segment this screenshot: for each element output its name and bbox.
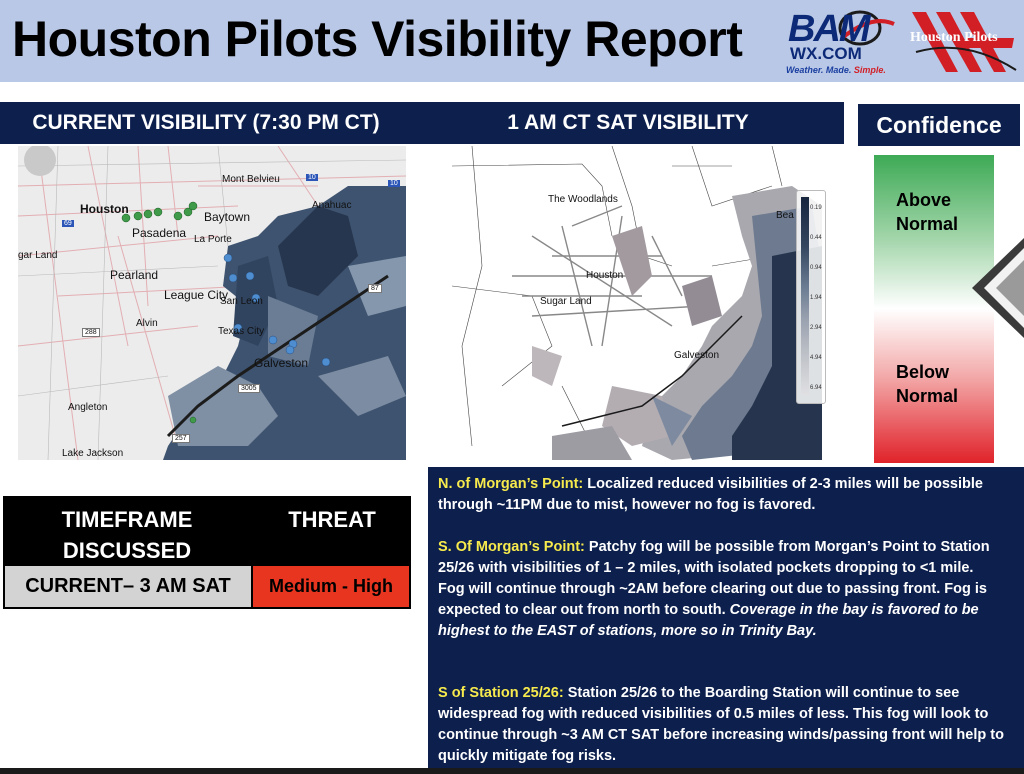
confidence-pointer-arrow-icon: [966, 238, 1024, 338]
map-label-lake-jackson: Lake Jackson: [62, 448, 124, 459]
forecast-label-houston: Houston: [586, 270, 624, 281]
highway-shield-i10-east: 10: [306, 174, 318, 181]
map-label-pasadena: Pasadena: [132, 226, 187, 240]
confidence-below-line2: Normal: [896, 386, 959, 406]
houston-pilots-logo: Houston Pilots: [906, 8, 1018, 76]
map-label-san-leon: San Leon: [220, 296, 263, 307]
map-label-sugar-land: gar Land: [18, 250, 58, 261]
map-label-galveston: Galveston: [254, 356, 309, 370]
forecast-label-galveston: Galveston: [674, 350, 720, 361]
bam-swoosh-icon: [838, 10, 895, 46]
timeframe-cell: CURRENT– 3 AM SAT: [5, 566, 253, 607]
header-bar: Houston Pilots Visibility Report BAM WX.…: [0, 0, 1024, 82]
confidence-above-line1: Above: [896, 190, 952, 210]
header-timeframe-line2: DISCUSSED: [62, 538, 192, 563]
legend-value: 1.94: [810, 295, 822, 301]
highway-shield-3005: 3005: [238, 384, 260, 393]
discussion-south-label: S. Of Morgan’s Point:: [438, 539, 585, 555]
discussion-south-italic: Coverage in the bay is favored to be hig…: [438, 602, 979, 639]
forecast-label-sugar-land: Sugar Land: [540, 296, 592, 307]
discussion-north-text: Localized reduced visibilities of 2-3 mi…: [438, 476, 983, 513]
houston-pilots-wings-icon: [912, 12, 1017, 72]
highway-shield-288: 288: [82, 328, 100, 337]
highway-shield-69: 69: [62, 220, 74, 227]
map-label-pearland: Pearland: [110, 268, 159, 282]
map-label-la-porte: La Porte: [194, 234, 232, 245]
bam-logo-sub: WX.COM: [790, 44, 862, 63]
page-title: Houston Pilots Visibility Report: [12, 11, 743, 67]
discussion-station: S of Station 25/26: Station 25/26 to the…: [438, 683, 1004, 767]
current-visibility-map: Mont Belvieu Houston Baytown Anahuac Pas…: [18, 146, 406, 460]
discussion-station-label: S of Station 25/26:: [438, 685, 564, 701]
header-timeframe: TIMEFRAME DISCUSSED: [27, 504, 227, 566]
bam-logo-main: BAM: [788, 8, 871, 50]
forecast-visibility-title: 1 AM CT SAT VISIBILITY: [412, 102, 844, 144]
legend-value: 0.44: [810, 235, 822, 241]
map-label-baytown: Baytown: [204, 210, 251, 224]
legend-value: 0.19: [810, 205, 822, 211]
current-visibility-title: CURRENT VISIBILITY (7:30 PM CT): [0, 102, 412, 144]
discussion-south-text: Patchy fog will be possible from Morgan’…: [438, 539, 990, 618]
current-map-graphic: [18, 146, 406, 460]
houston-pilots-logo-text: Houston Pilots: [910, 30, 998, 45]
legend-value: 2.94: [810, 325, 822, 331]
bottom-border: [0, 768, 1024, 774]
map-label-mont-belvieu: Mont Belvieu: [222, 174, 280, 185]
visibility-legend: 0.19 0.44 0.94 1.94 2.94 4.94 6.94: [796, 190, 826, 404]
map-label-angleton: Angleton: [68, 402, 108, 413]
confidence-below-line1: Below: [896, 362, 950, 382]
map-label-alvin: Alvin: [136, 318, 158, 329]
header-timeframe-line1: TIMEFRAME: [61, 507, 193, 532]
map-label-texas-city: Texas City: [218, 326, 265, 337]
forecast-label-beaumont: Bea: [776, 210, 794, 221]
forecast-visibility-map: The Woodlands Houston Sugar Land Galvest…: [412, 146, 834, 460]
discussion-south: S. Of Morgan’s Point: Patchy fog will be…: [438, 537, 1004, 642]
discussion-north-label: N. of Morgan’s Point:: [438, 476, 584, 492]
forecast-label-the-woodlands: The Woodlands: [548, 194, 618, 205]
confidence-above-normal: Above Normal: [896, 188, 958, 236]
confidence-title: Confidence: [858, 104, 1020, 146]
map-label-anahuac: Anahuac: [312, 200, 352, 211]
highway-shield-i10-far-east: 10: [388, 180, 400, 187]
highway-shield-87: 87: [368, 284, 382, 293]
legend-value: 6.94: [810, 385, 822, 391]
threat-level-cell: Medium - High: [253, 566, 409, 607]
legend-color-bar: [801, 197, 809, 395]
highway-shield-257: 257: [172, 434, 190, 443]
confidence-above-line2: Normal: [896, 214, 959, 234]
confidence-below-normal: Below Normal: [896, 360, 958, 408]
bam-tagline-prefix: Weather. Made.: [786, 65, 852, 75]
header-threat: THREAT: [288, 507, 376, 532]
legend-value: 0.94: [810, 265, 822, 271]
bam-tagline-em: Simple.: [853, 65, 886, 75]
threat-table: TIMEFRAME DISCUSSED THREAT CURRENT– 3 AM…: [3, 496, 411, 609]
discussion-north: N. of Morgan’s Point: Localized reduced …: [438, 474, 1004, 516]
confidence-gradient: [874, 155, 994, 463]
discussion-panel: N. of Morgan’s Point: Localized reduced …: [428, 467, 1024, 774]
map-label-houston: Houston: [80, 202, 129, 216]
bam-tagline: Weather. Made. Simple.: [786, 65, 886, 75]
discussion-station-text: Station 25/26 to the Boarding Station wi…: [438, 685, 1004, 764]
forecast-map-graphic: [451, 146, 834, 460]
legend-value: 4.94: [810, 355, 822, 361]
threat-table-header: TIMEFRAME DISCUSSED THREAT: [5, 498, 409, 566]
map-label-league-city: League City: [164, 288, 229, 302]
bam-wx-logo: BAM WX.COM Weather. Made. Simple.: [782, 8, 902, 76]
